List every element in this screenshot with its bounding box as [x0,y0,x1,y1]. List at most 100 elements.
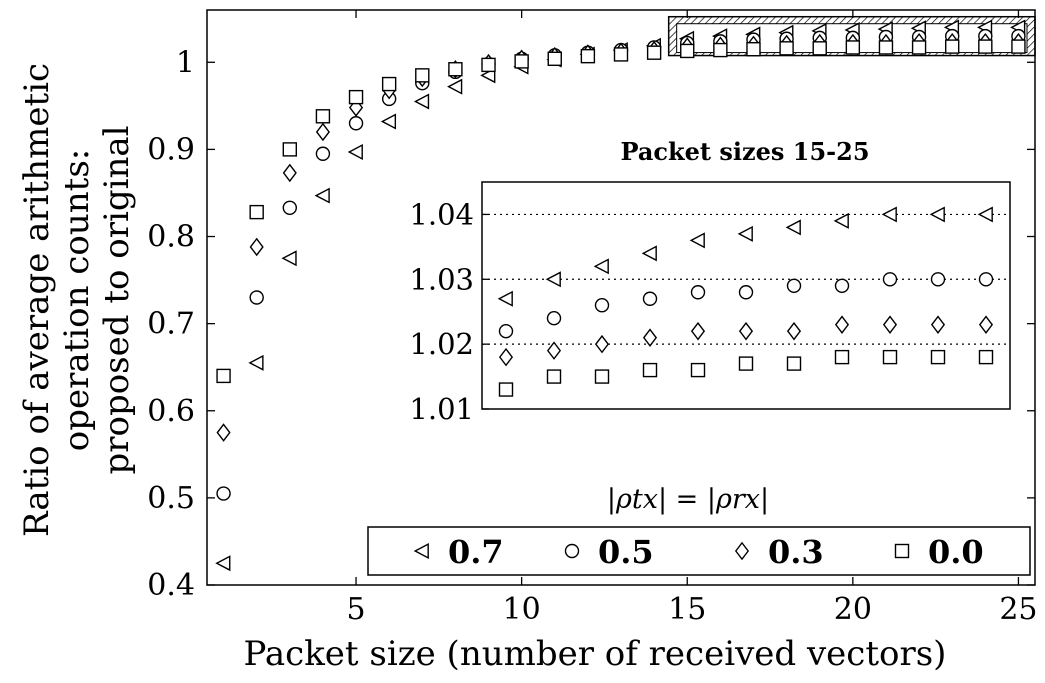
inset-point-triangle-left [929,206,945,223]
legend-title: |ρtx| = |ρrx| [607,484,769,515]
y-axis-label-line-2: operation counts: [57,149,97,451]
inset-point-square [834,349,850,365]
main-y-tick-label: 0.7 [147,307,195,342]
inset-point-triangle-left [833,212,849,229]
legend-entry-label: 0.7 [448,533,504,571]
inset-point-square [978,349,994,365]
legend-marker-circle [564,543,580,559]
inset-point-triangle-left [881,206,897,223]
main-point-square [216,368,231,384]
inset-y-tick-label: 1.02 [409,327,474,361]
x-axis-label: Packet size (number of received vectors) [244,634,947,674]
inset-point-diamond [594,334,610,354]
inset-point-circle [786,278,802,293]
inset-point-diamond [498,347,514,367]
main-point-square [845,40,861,55]
inset-point-circle [882,272,898,287]
main-point-square [282,142,297,157]
main-point-square [746,42,761,57]
inset-point-triangle-left [785,219,801,236]
inset-point-diamond [882,315,898,334]
inset-point-circle [498,323,514,339]
main-point-circle [249,290,264,305]
main-x-tick-label: 15 [668,592,706,627]
inset-point-square [786,356,802,371]
inset-point-triangle-left [641,245,657,262]
inset-point-square [498,382,514,397]
inset-point-diamond [834,315,850,334]
main-x-tick-label: 5 [346,592,365,627]
main-point-square [779,41,794,56]
main-point-square [547,51,562,66]
main-point-square [646,45,662,60]
inset-plot-markers [497,206,994,397]
legend-box [367,526,1031,576]
inset-point-triangle-left [977,206,993,223]
inset-y-axis: 1.01 1.02 1.03 1.04 [409,197,489,426]
main-point-square [514,54,529,69]
main-point-circle [315,146,331,161]
main-point-square [448,62,463,77]
inset-point-circle [738,285,754,300]
main-point-square [613,47,629,62]
main-point-square [878,40,894,55]
main-point-square [481,57,496,73]
inset-point-circle [594,298,610,313]
main-point-circle [216,486,231,501]
main-y-tick-label: 1 [176,45,195,80]
legend-entry-label: 0.5 [598,533,654,571]
inset-point-diamond [786,321,802,341]
y-axis-label-line-3: proposed to original [97,125,137,474]
main-plot-frame [206,9,1036,586]
main-point-triangle-left [413,93,430,110]
legend-marker-square [894,543,910,559]
main-point-square [1011,39,1026,54]
main-point-square [978,39,993,54]
main-point-triangle-left [314,187,330,204]
main-point-square [911,40,927,55]
main-x-tick-label: 10 [503,592,541,627]
main-point-square [315,109,331,124]
main-point-triangle-left [281,250,297,267]
main-point-circle [348,116,364,131]
inset-y-tick-label: 1.04 [409,197,474,231]
main-point-diamond [216,423,231,442]
legend-marker-triangle-left [413,543,429,559]
main-point-diamond [315,122,330,142]
main-y-tick-label: 0.5 [147,481,195,516]
main-point-square [812,41,827,56]
inset-point-square [738,356,754,371]
legend-entry-label: 0.3 [768,533,824,571]
main-point-triangle-left [380,113,397,130]
inset-point-circle [546,311,562,326]
main-x-tick-label: 25 [999,592,1037,627]
inset-y-tick-label: 1.03 [409,262,474,296]
main-point-diamond [282,163,297,183]
main-y-axis: 0.4 0.5 0.6 0.7 0.8 0.9 1 [147,45,1035,603]
main-point-triangle-left [215,555,231,572]
main-point-triangle-left [347,144,363,160]
main-x-tick-label: 20 [834,592,872,627]
inset-point-circle [834,278,850,293]
main-plot-markers [215,19,1026,572]
inset-point-diamond [738,321,754,341]
inset-point-circle [978,272,994,287]
main-point-square [415,68,430,83]
inset-point-square [882,349,898,365]
inset-point-square [594,369,610,384]
y-axis-label-line-1: Ratio of average arithmetic [17,63,57,537]
inset-point-diamond [546,341,562,360]
inset-point-circle [930,272,946,287]
main-point-square [680,43,695,59]
inset-point-square [546,369,562,384]
main-y-tick-label: 0.4 [147,568,195,603]
main-y-tick-label: 0.6 [147,394,195,429]
inset-point-circle [690,285,706,300]
inset-y-tick-label: 1.01 [409,392,474,426]
main-point-triangle-left [248,354,264,371]
main-y-tick-label: 0.9 [147,132,195,167]
inset-point-diamond [930,315,946,334]
inset-point-square [642,362,658,378]
inset-point-triangle-left [593,258,609,275]
legend-marker-diamond [734,541,750,561]
